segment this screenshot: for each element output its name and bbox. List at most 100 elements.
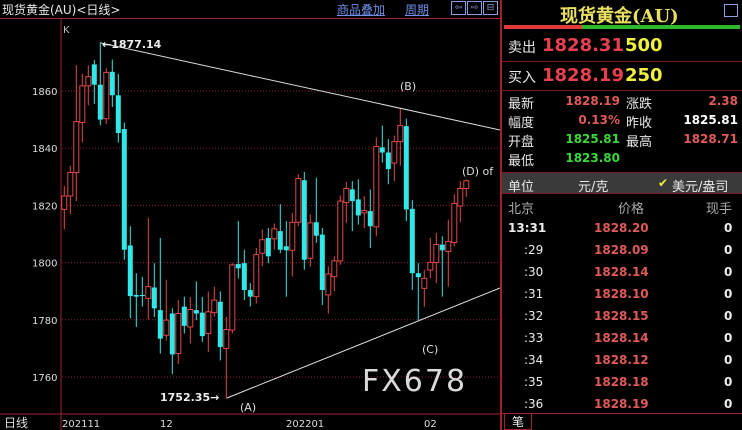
candle: [307, 214, 314, 267]
candle: [337, 195, 344, 265]
candle-body: [253, 254, 260, 298]
candle: [325, 266, 332, 314]
candle-body: [241, 263, 247, 291]
candle-body: [343, 188, 350, 204]
candle-body: [169, 313, 175, 355]
candle-body: [325, 273, 332, 296]
candle: [361, 195, 368, 228]
candle-body: [193, 310, 199, 314]
candle-body: [415, 273, 421, 278]
candle-body: [259, 239, 266, 254]
y-tick-label: 1840: [32, 144, 57, 155]
overlay-link[interactable]: 商品叠加: [337, 3, 386, 17]
candle: [463, 179, 470, 197]
tab-trades[interactable]: 笔: [504, 413, 532, 430]
candle: [379, 125, 385, 163]
candle-body: [313, 222, 319, 236]
period-link[interactable]: 周期: [405, 3, 430, 17]
candle: [271, 223, 278, 250]
candle-body: [301, 180, 307, 260]
unit-row: 单位 元/克 ✔ 美元/盎司: [502, 172, 742, 195]
tick-row: :29 1828.09 0: [502, 241, 742, 263]
candle-body: [157, 310, 163, 339]
buy-label: 买入: [508, 70, 536, 86]
tick-price: 1828.14: [594, 331, 649, 345]
candle-body: [433, 244, 440, 264]
tick-row: 13:31 1828.20 0: [502, 219, 742, 241]
candle-body: [79, 85, 86, 123]
candlestick-chart[interactable]: 1860 1840 1820 1800 1780 1760 K ←1877.14 1752…: [0, 19, 500, 430]
candle-body: [73, 121, 80, 174]
candle: [187, 296, 194, 344]
candle: [199, 296, 205, 342]
scroll-right-button[interactable]: ⇨: [467, 1, 482, 15]
candle-body: [457, 188, 464, 207]
candle: [433, 232, 440, 284]
layout-button[interactable]: ⊟: [483, 1, 498, 15]
candle-body: [349, 189, 355, 202]
candle: [139, 276, 145, 307]
candle: [415, 263, 421, 321]
candle-body: [61, 195, 68, 210]
tick-time: :31: [524, 287, 544, 301]
buy-volume: 250: [625, 65, 663, 86]
candle: [205, 291, 212, 352]
unit-option-yuan-gram[interactable]: 元/克: [578, 180, 609, 195]
candle: [301, 171, 307, 270]
x-tick: 02: [424, 419, 437, 430]
candle-body: [367, 211, 373, 227]
candle: [403, 118, 409, 222]
unit-label: 单位: [508, 180, 535, 195]
sell-label: 卖出: [508, 40, 536, 56]
wave-label-b: (B): [400, 80, 416, 93]
tick-row: :31 1828.10 0: [502, 285, 742, 307]
high-annotation: ←1877.14: [102, 38, 162, 51]
candle-body: [295, 178, 302, 223]
candle-body: [265, 238, 271, 257]
candle-body: [181, 306, 187, 326]
unit-option-usd-oz[interactable]: 美元/盎司: [672, 180, 729, 195]
candle: [217, 291, 223, 361]
stat-label: 最高: [626, 135, 653, 150]
tick-price: 1828.18: [594, 375, 649, 389]
maximize-icon[interactable]: [724, 4, 738, 17]
candle: [91, 60, 97, 104]
tick-time: :34: [524, 353, 544, 367]
candle: [349, 181, 355, 232]
candle: [391, 135, 398, 182]
sell-price: 1828.31: [542, 35, 624, 56]
candle: [373, 137, 380, 237]
candle-body: [223, 329, 230, 349]
low-annotation: 1752.35→: [160, 391, 219, 404]
candle: [109, 59, 115, 108]
candle: [283, 221, 289, 297]
candle-body: [385, 152, 391, 170]
period-label: 日线: [4, 416, 28, 430]
candle-body: [271, 228, 278, 240]
candle-body: [205, 311, 212, 335]
candle: [163, 279, 170, 341]
candle-body: [397, 125, 404, 143]
candle-body: [235, 264, 241, 269]
candle-body: [97, 84, 103, 120]
x-tick: 202111: [62, 419, 100, 430]
tick-price: 1828.20: [594, 221, 649, 235]
candle: [67, 165, 74, 214]
tick-price: 1828.15: [594, 309, 649, 323]
candle: [355, 179, 361, 225]
candle-body: [283, 246, 289, 251]
candle: [211, 286, 218, 317]
candle-body: [103, 71, 110, 120]
stat-value: 1828.19: [565, 94, 620, 108]
tick-header-time: 北京: [508, 202, 535, 217]
tick-volume: 0: [724, 397, 733, 411]
stat-value: 1825.81: [683, 113, 738, 127]
candle-body: [289, 221, 296, 251]
candle: [253, 248, 260, 304]
bid-ratio-fill: [504, 25, 582, 29]
stat-value: 1825.81: [565, 132, 620, 146]
candle: [223, 316, 230, 399]
wave-label-d: (D) of: [462, 165, 494, 178]
scroll-left-button[interactable]: ⇦: [451, 1, 466, 15]
tick-volume: 0: [724, 243, 733, 257]
